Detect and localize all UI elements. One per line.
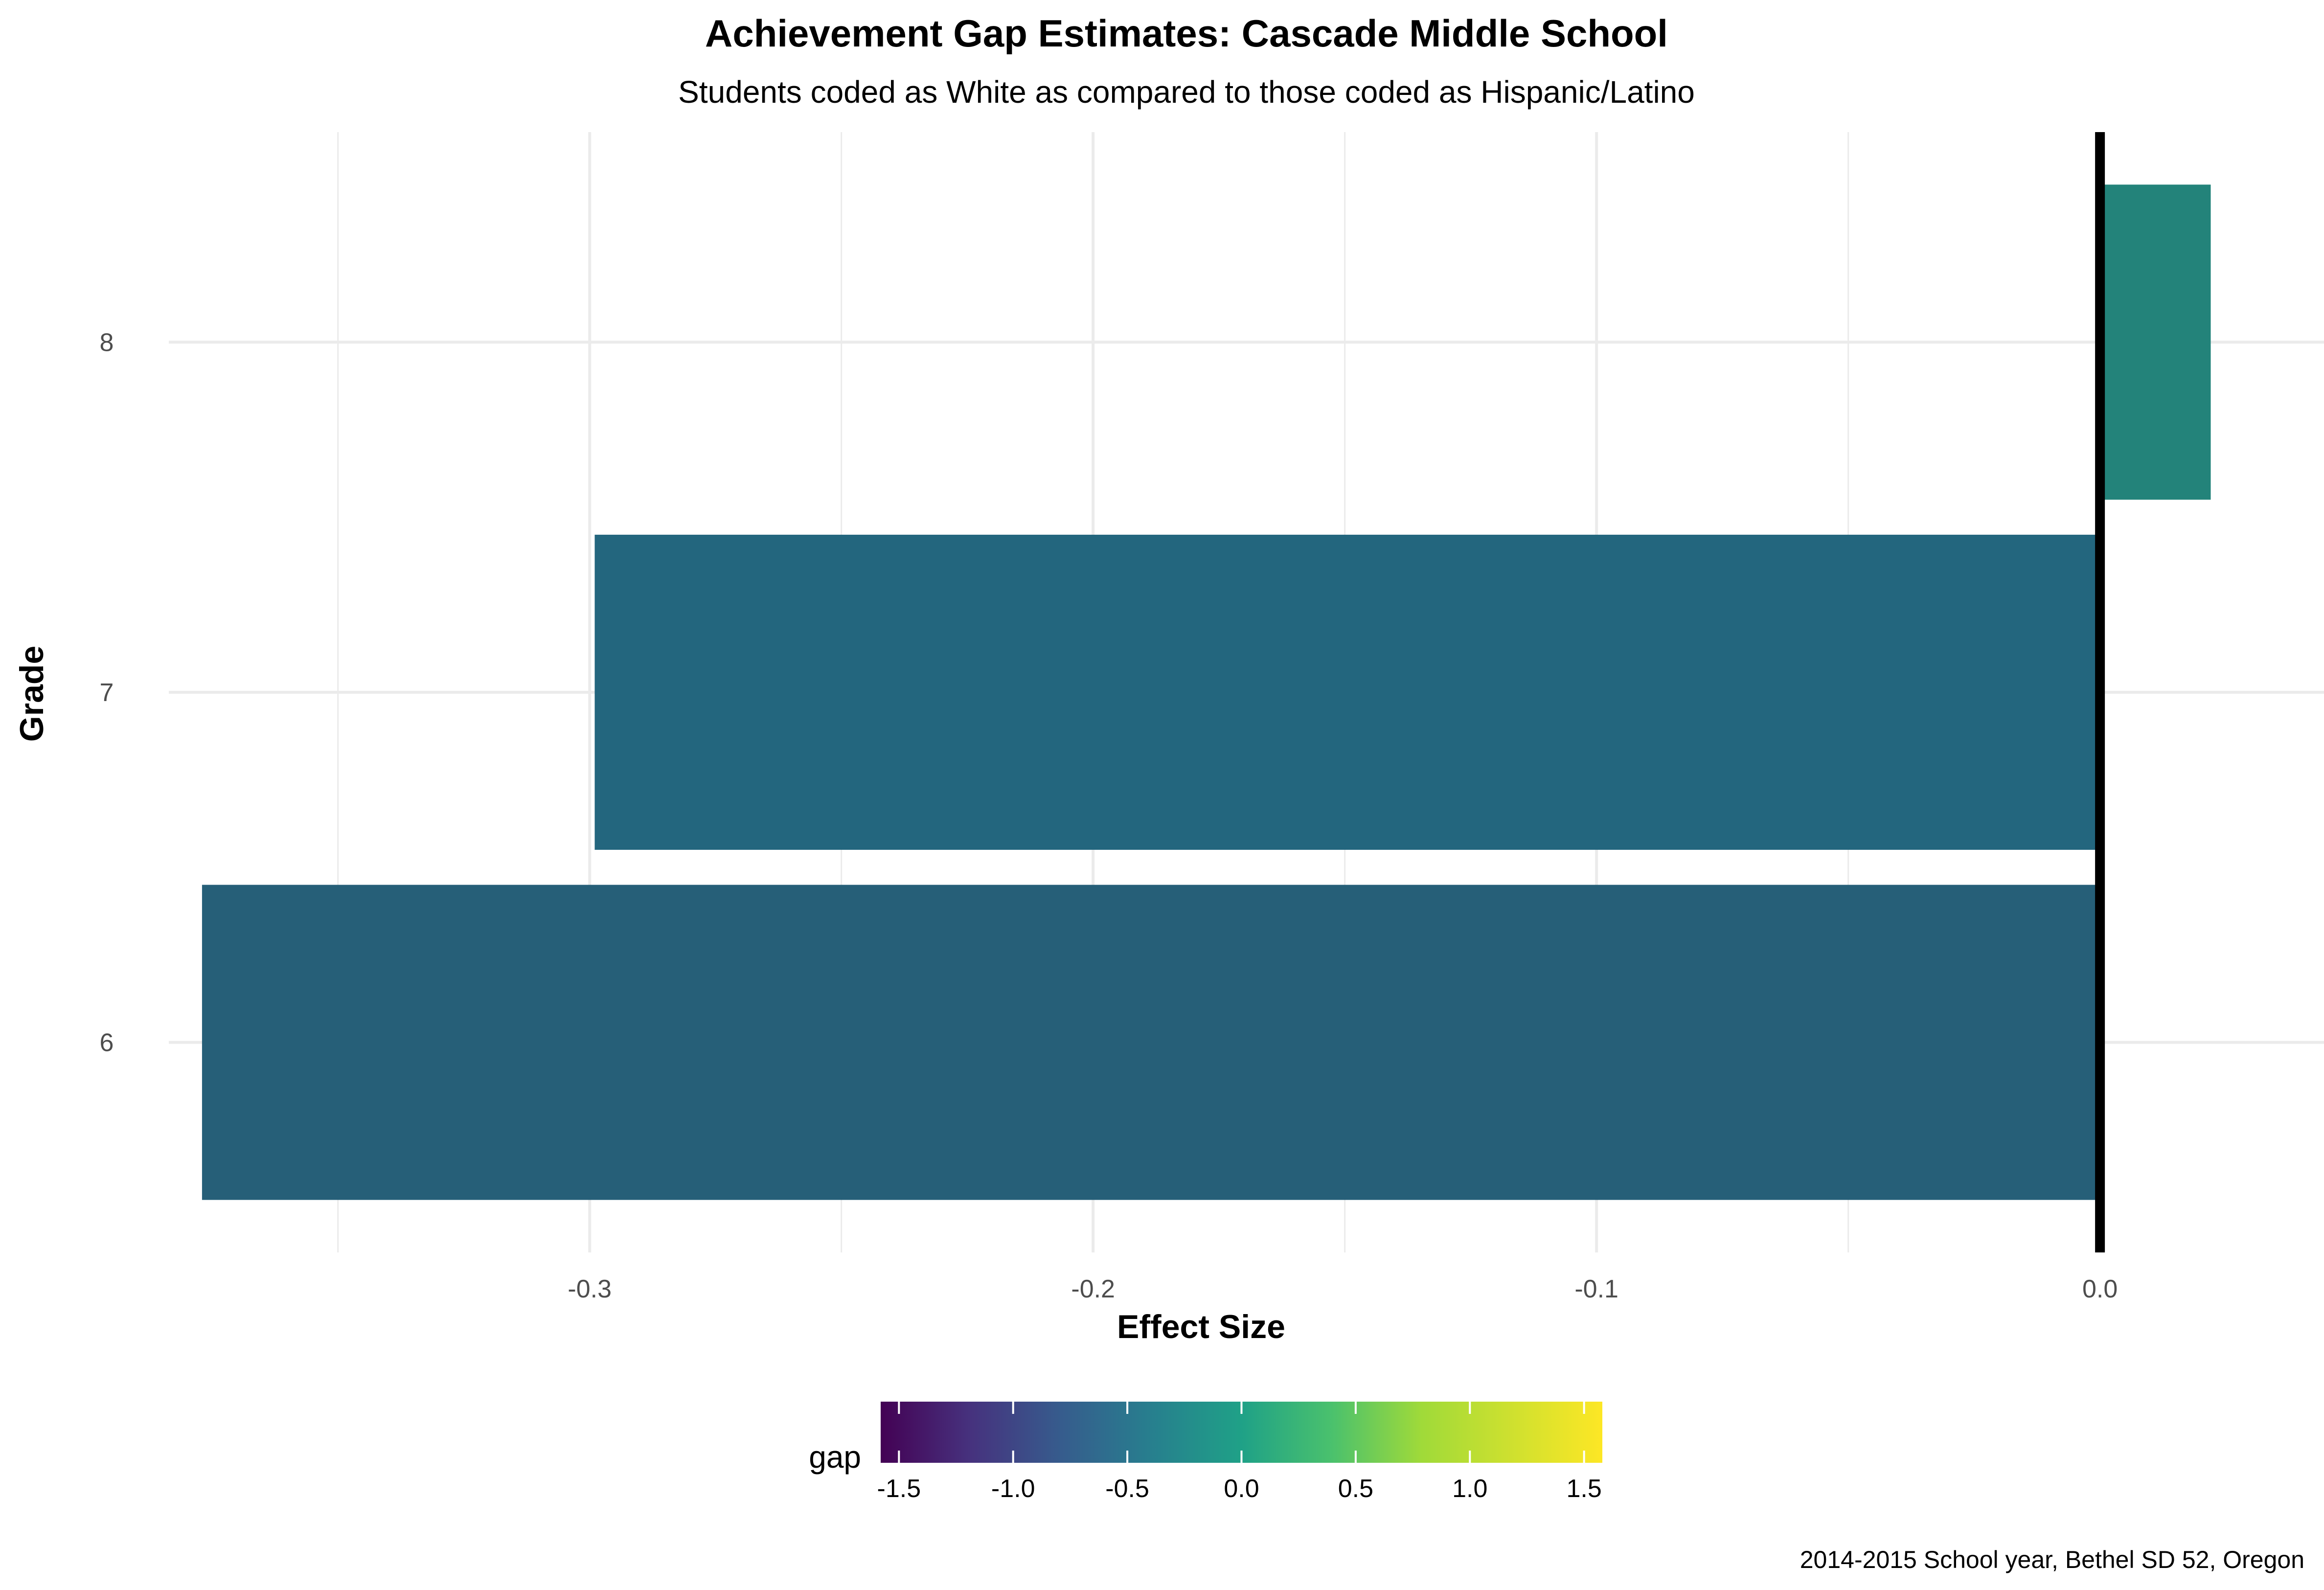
x-tick-label: -0.2	[1071, 1275, 1115, 1303]
legend-tick-label: -1.0	[991, 1475, 1035, 1503]
y-tick-label: 8	[100, 328, 114, 357]
x-tick-label: -0.1	[1574, 1275, 1618, 1303]
chart-title: Achievement Gap Estimates: Cascade Middl…	[705, 12, 1668, 55]
bar-grade-8	[2100, 184, 2211, 500]
legend-tick-label: 1.5	[1567, 1475, 1602, 1503]
chart-caption: 2014-2015 School year, Bethel SD 52, Ore…	[1800, 1546, 2304, 1573]
bar-grade-7	[594, 534, 2100, 850]
x-axis-title: Effect Size	[1117, 1308, 1285, 1345]
legend-tick-label: 1.0	[1452, 1475, 1487, 1503]
y-tick-label: 7	[100, 679, 114, 707]
y-axis-ticks: 6 7 8	[100, 328, 114, 1057]
legend-tick-label: -0.5	[1105, 1475, 1149, 1503]
y-axis-title: Grade	[13, 646, 50, 742]
bars	[202, 184, 2211, 1200]
legend-title: gap	[809, 1439, 861, 1475]
legend-tick-label: 0.5	[1338, 1475, 1373, 1503]
x-axis-ticks: -0.3 -0.2 -0.1 0.0	[568, 1275, 2118, 1303]
y-tick-label: 6	[100, 1029, 114, 1057]
chart-subtitle: Students coded as White as compared to t…	[678, 74, 1695, 110]
legend-tick-label: -1.5	[877, 1475, 921, 1503]
x-tick-label: 0.0	[2082, 1275, 2118, 1303]
bar-grade-6	[202, 885, 2100, 1200]
legend-ticks: -1.5 -1.0 -0.5 0.0 0.5 1.0 1.5	[877, 1402, 1602, 1503]
legend-tick-label: 0.0	[1224, 1475, 1259, 1503]
x-tick-label: -0.3	[568, 1275, 612, 1303]
legend: gap -1.5 -1.0 -0.5 0.0 0.5 1.0 1.5	[809, 1402, 1602, 1503]
